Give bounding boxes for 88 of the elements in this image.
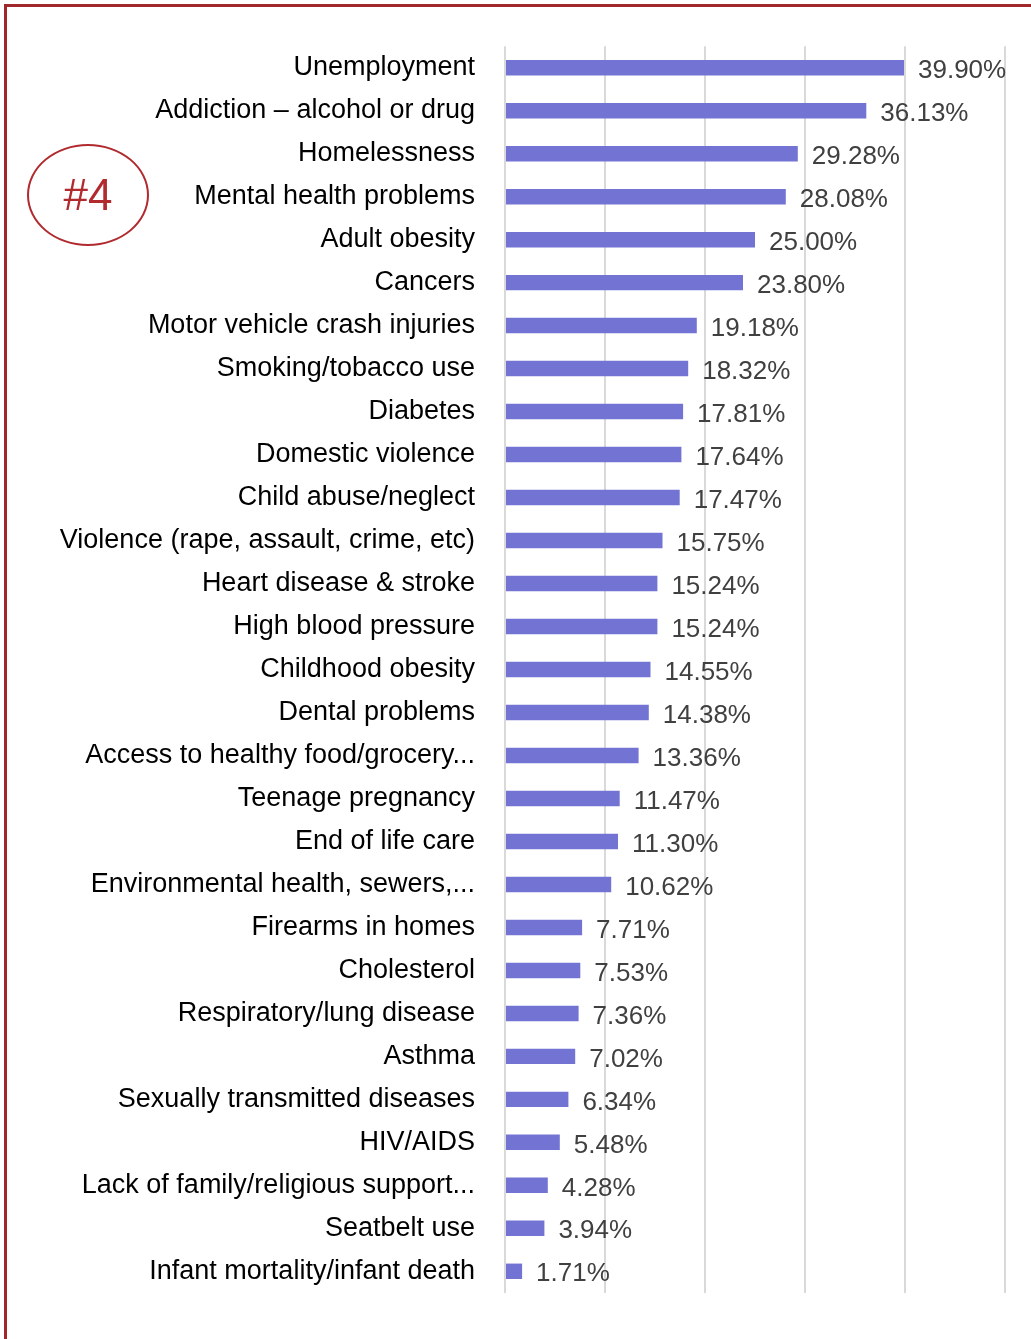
- bar: [506, 1005, 579, 1022]
- y-tick-label: Cancers: [374, 266, 475, 297]
- y-tick-label: Heart disease & stroke: [201, 566, 475, 597]
- data-label: 14.55%: [664, 655, 753, 686]
- data-label: 10.62%: [625, 870, 714, 901]
- bar: [506, 962, 581, 979]
- data-label: 14.38%: [662, 698, 751, 729]
- bar: [506, 446, 682, 463]
- bar: [506, 102, 867, 119]
- bar: [506, 1048, 576, 1065]
- y-tick-label: Respiratory/lung disease: [177, 996, 475, 1027]
- data-label: 18.32%: [702, 354, 791, 385]
- bar: [506, 618, 658, 635]
- bar: [506, 59, 904, 76]
- y-tick-label: Seatbelt use: [324, 1211, 475, 1242]
- bar: [506, 532, 663, 549]
- y-tick-label: Cholesterol: [338, 953, 475, 984]
- bar: [506, 1177, 548, 1194]
- data-label: 15.24%: [671, 612, 760, 643]
- bar: [506, 317, 697, 334]
- y-tick-label: Infant mortality/infant death: [149, 1254, 475, 1285]
- y-tick-label: Motor vehicle crash injuries: [147, 309, 475, 340]
- data-label: 7.02%: [589, 1042, 663, 1073]
- data-label: 39.90%: [918, 53, 1007, 84]
- bar: [506, 360, 689, 377]
- circle-outline: #4: [27, 144, 149, 246]
- y-tick-label: End of life care: [294, 824, 475, 855]
- bar: [506, 145, 798, 162]
- data-label: 36.13%: [880, 96, 969, 127]
- y-tick-label: Mental health problems: [194, 180, 475, 211]
- bar: [506, 1134, 560, 1151]
- y-tick-label: Sexually transmitted diseases: [117, 1082, 475, 1113]
- data-label: 17.47%: [693, 483, 782, 514]
- y-tick-label: Asthma: [383, 1039, 476, 1070]
- bar: [506, 231, 755, 248]
- y-tick-label: Teenage pregnancy: [237, 781, 476, 812]
- bar: [506, 274, 743, 291]
- bar: [506, 1220, 545, 1237]
- y-tick-label: Lack of family/religious support...: [81, 1168, 475, 1199]
- bar: [506, 790, 620, 807]
- data-label: 15.75%: [676, 526, 765, 557]
- data-label: 19.18%: [710, 311, 799, 342]
- bar: [506, 489, 680, 506]
- data-label: 28.08%: [799, 182, 888, 213]
- data-label: 17.64%: [695, 440, 784, 471]
- data-label: 4.28%: [561, 1171, 636, 1202]
- y-tick-label: Smoking/tobacco use: [216, 352, 475, 383]
- bar: [506, 661, 651, 678]
- y-tick-label: Domestic violence: [255, 438, 475, 469]
- y-tick-label: Homelessness: [297, 137, 475, 168]
- y-tick-label: Childhood obesity: [260, 652, 476, 683]
- y-tick-label: Environmental health, sewers,...: [90, 867, 475, 898]
- y-tick-label: Addiction – alcohol or drug: [155, 94, 475, 125]
- y-tick-label: Child abuse/neglect: [237, 481, 476, 512]
- data-label: 6.34%: [582, 1085, 657, 1116]
- data-label: 7.53%: [594, 956, 669, 987]
- y-tick-label: HIV/AIDS: [359, 1125, 475, 1156]
- data-label: 3.94%: [558, 1214, 633, 1245]
- data-label: 17.81%: [697, 397, 786, 428]
- bar: [506, 1091, 569, 1108]
- bar: [506, 704, 649, 721]
- data-label: 1.71%: [536, 1257, 610, 1288]
- data-label: 25.00%: [769, 225, 858, 256]
- data-label: 7.71%: [596, 913, 670, 944]
- data-label: 15.24%: [671, 569, 760, 600]
- bar: [506, 876, 612, 893]
- y-tick-label: Adult obesity: [320, 223, 476, 254]
- data-label: 5.48%: [573, 1128, 648, 1159]
- data-label: 11.47%: [633, 784, 720, 815]
- data-label: 29.28%: [811, 139, 900, 170]
- y-tick-label: Access to healthy food/grocery...: [85, 738, 475, 769]
- bar: [506, 919, 583, 936]
- bar: [506, 833, 618, 850]
- bar: [506, 403, 684, 420]
- bar: [506, 575, 658, 592]
- y-tick-label: High blood pressure: [233, 609, 475, 640]
- y-tick-label: Firearms in homes: [251, 910, 475, 941]
- data-label: 13.36%: [652, 741, 741, 772]
- data-label: 23.80%: [757, 268, 846, 299]
- y-tick-label: Diabetes: [368, 395, 475, 426]
- bar: [506, 1263, 523, 1280]
- y-tick-label: Dental problems: [278, 695, 475, 726]
- y-tick-label: Violence (rape, assault, crime, etc): [59, 523, 475, 554]
- y-tick-label: Unemployment: [293, 51, 476, 82]
- data-label: 7.36%: [592, 999, 667, 1030]
- data-label: 11.30%: [632, 827, 719, 858]
- bar: [506, 188, 786, 205]
- bar: [506, 747, 639, 764]
